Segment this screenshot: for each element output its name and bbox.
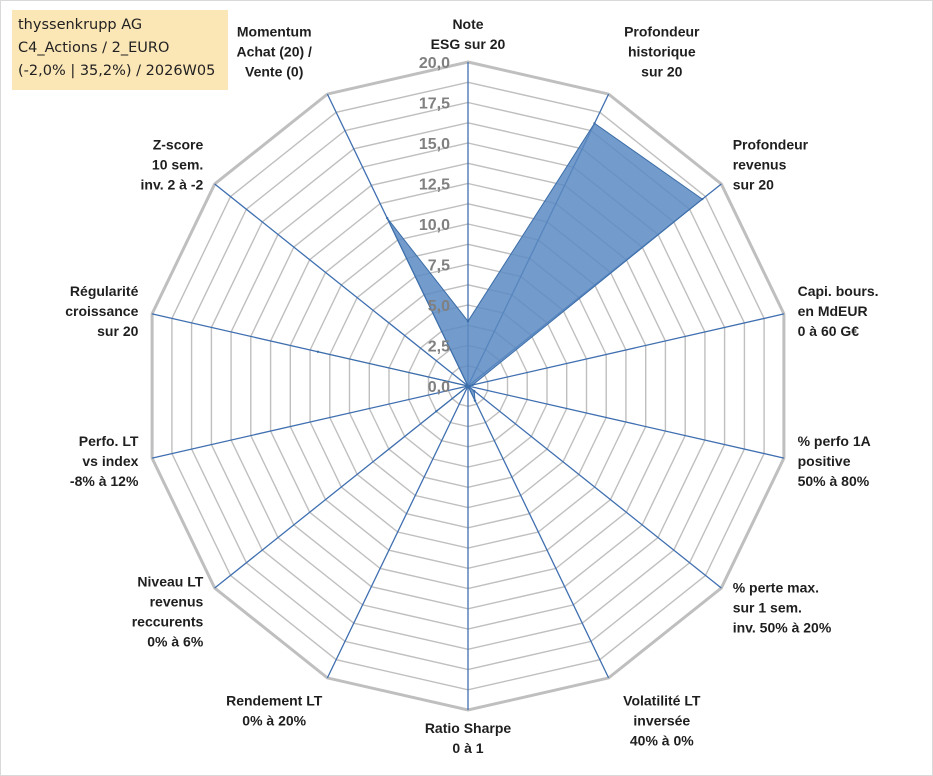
series-layer [316, 122, 704, 413]
axis-label: % perfo 1A positive 50% à 80% [798, 433, 871, 489]
axis-label: Régularité croissance sur 20 [65, 283, 138, 339]
axis-label: Z-score 10 sem. inv. 2 à -2 [141, 137, 204, 193]
label-layer: Note ESG sur 20 Profondeur historique sur 20… [65, 16, 878, 756]
axis-label: Momentum Achat (20) / Vente (0) [236, 23, 312, 79]
axis-spoke [326, 385, 469, 679]
axis-label: Volatilité LT inversée 40% à 0% [623, 693, 701, 749]
tick-label: 0,0 [428, 379, 450, 396]
data-point [435, 410, 438, 413]
axis-spoke [467, 385, 610, 679]
data-point [466, 320, 470, 323]
tick-label: 5,0 [428, 298, 450, 315]
axis-label: Profondeur revenus sur 20 [733, 137, 809, 193]
tick-label: 20,0 [419, 55, 450, 72]
info-performance: (-2,0% | 35,2%) / 2026W05 [18, 63, 216, 79]
data-point [701, 197, 704, 201]
axis-spoke [214, 385, 469, 589]
data-point [593, 122, 596, 125]
axis-label: Ratio Sharpe 0 à 1 [425, 720, 512, 756]
axis-label: Profondeur historique sur 20 [624, 23, 700, 79]
tick-label: 15,0 [419, 136, 450, 153]
axis-label: Rendement LT 0% à 20% [226, 693, 323, 729]
tick-layer: 0,0 2,5 5,0 7,5 10,0 12,5 15,0 17,5 20,0 [419, 55, 450, 396]
data-point [466, 384, 470, 388]
axis-label: Niveau LT revenus reccurents 0% à 6% [132, 574, 204, 650]
axis-spoke [467, 385, 722, 589]
axis-label: % perte max. sur 1 sem. inv. 50% à 20% [733, 580, 832, 636]
tick-label: 2,5 [428, 339, 450, 356]
info-company: thyssenkrupp AG [18, 17, 143, 33]
data-point [473, 389, 476, 393]
series-area [317, 122, 704, 412]
tick-label: 12,5 [419, 177, 450, 194]
tick-label: 7,5 [428, 258, 450, 275]
axis-label: Capi. bours. en MdEUR 0 à 60 G€ [798, 283, 879, 339]
info-box: thyssenkrupp AG C4_Actions / 2_EURO (-2,… [12, 10, 228, 90]
axis-label: Note ESG sur 20 [431, 16, 506, 52]
axis-spoke [467, 385, 785, 459]
data-point [386, 216, 389, 220]
info-category: C4_Actions / 2_EURO [18, 40, 170, 56]
axis-spoke [151, 385, 469, 459]
axis-spoke [214, 183, 469, 387]
tick-label: 17,5 [419, 96, 450, 113]
data-point [471, 383, 474, 387]
data-point [473, 399, 477, 402]
tick-label: 10,0 [419, 217, 450, 234]
axis-label: Perfo. LT vs index -8% à 12% [70, 433, 139, 489]
axis-spoke [467, 313, 785, 387]
data-point [316, 350, 320, 353]
